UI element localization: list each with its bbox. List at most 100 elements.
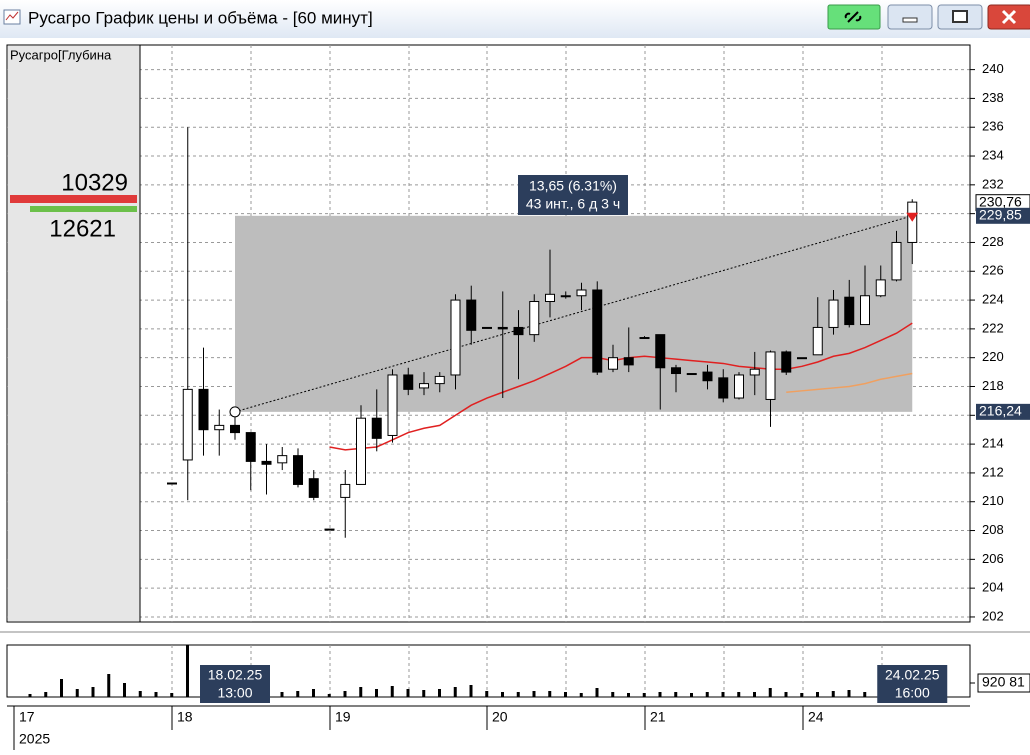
volume-bar (721, 692, 725, 697)
candle-body (907, 201, 918, 243)
volume-bar (690, 693, 693, 697)
volume-bar (280, 692, 284, 697)
volume-bar (768, 688, 772, 697)
volume-bar (800, 693, 804, 697)
price-label: 216,24 (979, 403, 1022, 419)
volume-bar (390, 686, 394, 697)
candle-body (718, 377, 729, 399)
window-title: Русагро График цены и объёма - [60 минут… (28, 8, 373, 27)
time-label: 13:00 (217, 685, 252, 701)
volume-bar (863, 692, 867, 697)
moving-average (329, 322, 913, 451)
volume-bar (438, 689, 441, 697)
candle-body (198, 388, 209, 431)
volume-bar (579, 693, 583, 697)
date-label: 18.02.25 (208, 667, 263, 683)
moving-average (786, 372, 913, 394)
volume-bar (91, 687, 95, 697)
volume-bar (375, 689, 378, 697)
volume-bar (532, 691, 536, 697)
app-icon-line (5, 11, 19, 21)
price-label: 230,76 (979, 193, 1022, 209)
y-tick-label: 218 (982, 378, 1004, 393)
candle-body (403, 374, 414, 390)
volume-bar (186, 645, 189, 697)
volume-bar (595, 688, 599, 697)
time-label: 16:00 (895, 685, 930, 701)
date-tick-label: 24 (808, 709, 824, 725)
measure-end (906, 212, 919, 222)
volume-bar (312, 689, 315, 697)
candle-body (860, 295, 870, 326)
candle-body (293, 455, 303, 485)
candle-body (167, 482, 177, 485)
volume-tick-label: 920 81 (982, 674, 1025, 690)
volume-bar (453, 687, 457, 697)
volume-tick-box (977, 673, 1030, 693)
volume-bar (28, 694, 32, 697)
volume-bar (123, 683, 126, 697)
volume-bar (359, 687, 363, 697)
candle-body (497, 326, 508, 330)
date-tick-label: 20 (492, 709, 508, 725)
candle-body (686, 373, 697, 376)
link-icon (844, 11, 862, 23)
date-label: 24.02.25 (885, 667, 940, 683)
candle-body (891, 241, 902, 281)
candle-body (671, 367, 681, 375)
candle-body (214, 424, 225, 431)
volume-bar (107, 674, 111, 697)
volume-bar (784, 692, 788, 697)
y-tick-label: 208 (982, 522, 1004, 537)
restore-icon (952, 10, 968, 23)
date-tick-label: 19 (335, 709, 351, 725)
volume-bar (564, 692, 567, 697)
volume-bar (548, 691, 552, 697)
y-tick-label: 210 (982, 493, 1004, 508)
candle-body (576, 289, 587, 297)
measure-label-box (518, 175, 628, 215)
y-tick-label: 238 (982, 90, 1004, 105)
price-label-box (976, 207, 1030, 224)
candle-body (545, 293, 555, 303)
volume-bar (170, 693, 174, 697)
candle-body (387, 374, 398, 436)
volume-bar (611, 692, 615, 697)
price-label: 229,85 (979, 207, 1022, 223)
measure-label: 43 инт., 6 д 3 ч (526, 196, 620, 212)
candle-body (781, 351, 792, 373)
close-icon (1001, 9, 1017, 25)
depth-bid-bar (30, 206, 137, 212)
volume-bar (60, 679, 63, 697)
y-tick-label: 224 (982, 292, 1004, 307)
depth-bid: 12621 (49, 215, 116, 242)
candle-body (765, 351, 776, 400)
minimize-button[interactable] (887, 4, 933, 30)
y-tick-label: 228 (982, 234, 1004, 249)
candle-body (245, 432, 256, 462)
volume-bar (138, 691, 142, 697)
candle-body (466, 299, 477, 331)
volume-bar (75, 689, 79, 697)
date-label-box (200, 665, 270, 703)
candle-body (261, 460, 272, 465)
depth-ask-bar (10, 195, 137, 203)
y-tick-label: 232 (982, 176, 1004, 191)
price-label-box (976, 403, 1030, 420)
volume-bar (658, 692, 662, 697)
volume-bar (847, 690, 851, 697)
candle-body (623, 357, 634, 366)
volume-bar (469, 685, 473, 697)
candle-body (419, 383, 429, 389)
volume-bar (327, 694, 331, 697)
year-label: 2025 (19, 731, 50, 747)
volume-bar (296, 691, 300, 697)
volume-bar (705, 692, 709, 697)
measure-label: 13,65 (6.31%) (529, 178, 617, 194)
depth-panel (8, 46, 140, 621)
candle-body (828, 299, 839, 328)
y-tick-label: 226 (982, 263, 1004, 278)
y-tick-label: 240 (982, 61, 1004, 76)
candle-body (797, 357, 807, 360)
